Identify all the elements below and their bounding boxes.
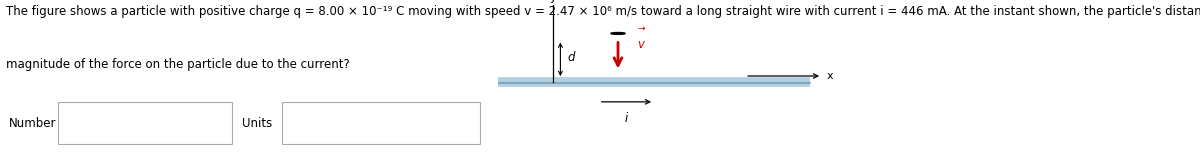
Text: magnitude of the force on the particle due to the current?: magnitude of the force on the particle d… [6, 58, 349, 71]
Text: d: d [568, 51, 575, 64]
Text: →: → [637, 24, 644, 33]
Circle shape [611, 33, 625, 34]
Text: ⌄: ⌄ [460, 117, 470, 130]
Text: y: y [550, 0, 557, 3]
Text: v: v [637, 38, 644, 51]
FancyBboxPatch shape [282, 102, 480, 144]
Text: x: x [827, 71, 834, 81]
FancyBboxPatch shape [58, 102, 232, 144]
Text: The figure shows a particle with positive charge q = 8.00 × 10⁻¹⁹ C moving with : The figure shows a particle with positiv… [6, 5, 1200, 18]
Text: Units: Units [242, 117, 272, 130]
Text: Number: Number [8, 117, 56, 130]
Text: i: i [625, 112, 628, 126]
